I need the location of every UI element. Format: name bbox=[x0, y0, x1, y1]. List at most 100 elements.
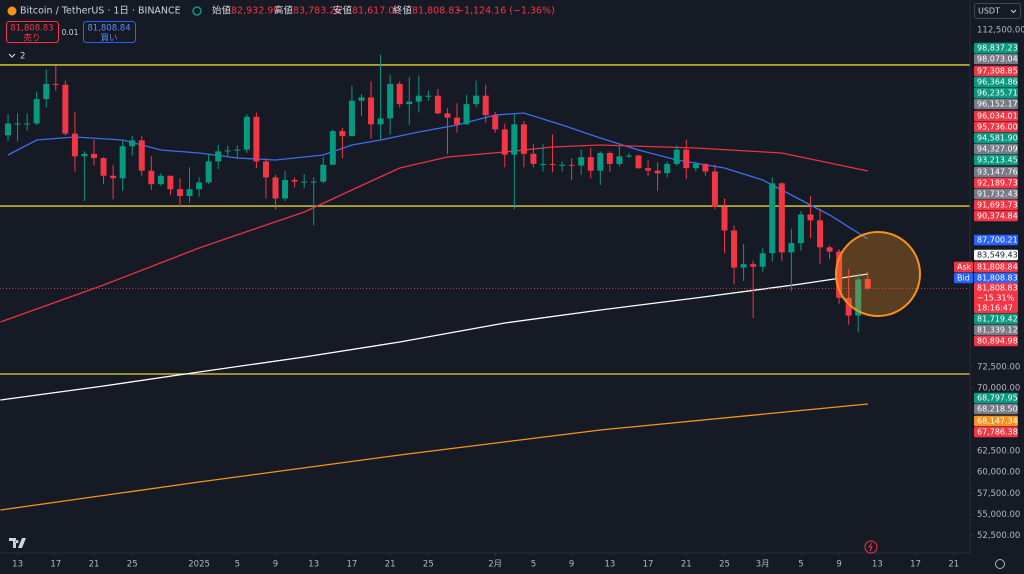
price-badge bbox=[974, 53, 1018, 65]
candle-body bbox=[625, 155, 632, 157]
price-badge-text: 94,581.90 bbox=[977, 134, 1018, 143]
candle-body bbox=[157, 175, 164, 185]
price-badge bbox=[974, 324, 1018, 336]
candle-body bbox=[530, 153, 537, 164]
candle-body bbox=[463, 104, 470, 125]
price-badge bbox=[974, 188, 1018, 200]
highlight-circle bbox=[835, 231, 921, 317]
y-tick-label: 52,500.00 bbox=[977, 531, 1020, 541]
candle-body bbox=[301, 181, 308, 183]
candle-body bbox=[501, 129, 508, 155]
tag-badge bbox=[954, 272, 973, 284]
price-badge bbox=[974, 261, 1018, 273]
currency-button[interactable] bbox=[974, 3, 1021, 19]
price-badge-text: 91,693.73 bbox=[977, 201, 1018, 210]
sell-button[interactable] bbox=[6, 21, 59, 43]
candle-body bbox=[167, 175, 174, 190]
price-badge-text: 81,719.42 bbox=[977, 315, 1018, 324]
candle-body bbox=[807, 214, 814, 221]
candle-body bbox=[454, 117, 461, 125]
price-badge-text: 81,808.84 bbox=[977, 263, 1018, 272]
x-tick-label: 21 bbox=[681, 560, 692, 570]
low-value: 81,617.00 bbox=[352, 6, 400, 17]
indicators-toggle[interactable] bbox=[8, 53, 16, 58]
candle-body bbox=[855, 279, 862, 316]
y-tick-label: 72,500.00 bbox=[977, 362, 1020, 372]
sell-price: 81,808.83 bbox=[10, 24, 53, 34]
price-badge-text: 95,736.00 bbox=[977, 123, 1018, 132]
candle-body bbox=[434, 95, 441, 114]
price-badge-text: 68,797.95 bbox=[977, 394, 1018, 403]
spread: 0.01 bbox=[62, 28, 79, 37]
price-badge bbox=[974, 42, 1018, 54]
x-tick-label: 2025 bbox=[188, 560, 210, 570]
candle-body bbox=[769, 183, 776, 254]
price-badge-text: 92,189.73 bbox=[977, 179, 1018, 188]
candle-body bbox=[215, 151, 222, 162]
tv-logo bbox=[9, 538, 26, 548]
candle-body bbox=[129, 140, 136, 147]
candle-body bbox=[320, 164, 327, 182]
price-badge-text: 96,152.17 bbox=[977, 100, 1018, 109]
candle-body bbox=[110, 175, 117, 179]
candle-body bbox=[845, 297, 852, 316]
candle-body bbox=[425, 95, 432, 97]
candle-body bbox=[778, 183, 785, 253]
candle-body bbox=[91, 153, 98, 159]
x-tick-label: 13 bbox=[604, 560, 615, 570]
x-tick-label: 17 bbox=[643, 560, 654, 570]
x-tick-label: 9 bbox=[569, 560, 574, 570]
candle-body bbox=[406, 101, 413, 105]
candle-body bbox=[377, 118, 384, 125]
price-badge bbox=[974, 210, 1018, 222]
symbol[interactable]: Bitcoin / TetherUS · 1日 · BINANCE bbox=[20, 6, 181, 17]
candle-body bbox=[253, 116, 260, 162]
price-axis: 112,500.00 72,500.00 70,000.00 62,500.00 60,… bbox=[970, 25, 1024, 541]
candle-body bbox=[348, 100, 355, 137]
candle-body bbox=[616, 156, 623, 164]
price-badge-text: 67,786.38 bbox=[977, 428, 1018, 437]
price-badge bbox=[974, 65, 1018, 77]
price-badge bbox=[974, 121, 1018, 133]
alert-icon[interactable] bbox=[864, 540, 878, 554]
candle-body bbox=[415, 95, 422, 102]
price-badge bbox=[974, 426, 1018, 438]
price-badge bbox=[974, 313, 1018, 325]
candle-body bbox=[568, 164, 575, 166]
price-badge-text: 81,808.83 bbox=[977, 284, 1018, 293]
x-tick-label: 2月 bbox=[488, 560, 502, 570]
candle-body bbox=[692, 163, 699, 169]
ma-line bbox=[0, 403, 868, 511]
x-tick-label: 5 bbox=[531, 560, 536, 570]
candle-body bbox=[520, 124, 527, 154]
close-label: 終値 bbox=[393, 5, 413, 17]
candle-body bbox=[329, 131, 336, 165]
low-label: 安値 bbox=[333, 5, 353, 17]
buy-button[interactable] bbox=[83, 21, 136, 43]
candle-body bbox=[176, 189, 183, 196]
btc-icon bbox=[7, 6, 17, 16]
candle-body bbox=[310, 181, 317, 183]
candle-body bbox=[578, 157, 585, 166]
price-badge-text: 81,339.12 bbox=[977, 326, 1018, 335]
candle-body bbox=[444, 113, 451, 118]
candle-body bbox=[473, 95, 480, 105]
candle-body bbox=[291, 179, 298, 182]
candle-body bbox=[606, 152, 613, 164]
open-value: 82,932.99 bbox=[231, 6, 279, 17]
candle-body bbox=[186, 189, 193, 196]
candle-body bbox=[148, 170, 155, 185]
price-badge bbox=[974, 415, 1018, 427]
settings-icon[interactable] bbox=[995, 559, 1005, 569]
candle-body bbox=[224, 150, 231, 152]
price-badge bbox=[974, 392, 1018, 404]
status-dot bbox=[192, 6, 202, 16]
candle-body bbox=[387, 83, 394, 119]
candle-body bbox=[492, 115, 499, 130]
price-badge-text: 93,213.45 bbox=[977, 156, 1018, 165]
ma-line bbox=[0, 144, 868, 323]
candle-body bbox=[358, 97, 365, 101]
candle-body bbox=[339, 131, 346, 137]
